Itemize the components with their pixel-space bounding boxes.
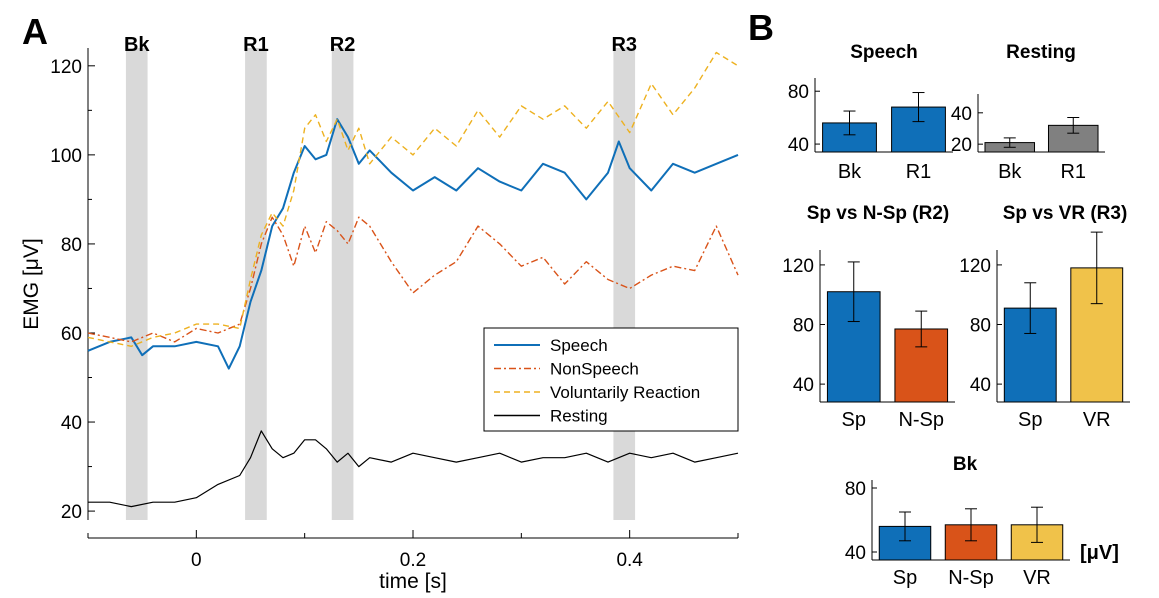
window-label-bk: Bk bbox=[124, 34, 150, 56]
window-shade-r3 bbox=[613, 48, 636, 520]
bar-chart-b-resting: Resting 20 40 Bk R1 bbox=[951, 42, 1105, 183]
legend-label: Voluntarily Reaction bbox=[550, 383, 700, 402]
bar-chart-title: Bk bbox=[953, 454, 978, 475]
bar-category-label: Sp bbox=[1018, 409, 1042, 431]
legend-label: Resting bbox=[550, 407, 608, 426]
bar-y-tick-label: 80 bbox=[845, 479, 866, 500]
x-tick-label: 0.2 bbox=[400, 550, 426, 571]
series-line-resting bbox=[88, 430, 739, 508]
y-tick-label: 120 bbox=[50, 57, 82, 78]
bar-category-label: N-Sp bbox=[948, 567, 994, 589]
bar-chart-b-speech: Speech 40 80 Bk R1 bbox=[788, 42, 953, 183]
window-shade-r2 bbox=[331, 48, 354, 520]
bar-chart-b-r3: Sp vs VR (R3) 40 80 120 Sp VR bbox=[959, 203, 1130, 431]
y-axis-title: EMG [μV] bbox=[20, 238, 43, 329]
bar-y-tick-label: 40 bbox=[845, 543, 866, 564]
bar-chart-title: Speech bbox=[850, 42, 918, 63]
bar-charts-panel: Speech 40 80 Bk R1 Resting 20 40 Bk R1 Sp vs N-Sp … bbox=[782, 42, 1130, 589]
unit-label: [μV] bbox=[1080, 542, 1119, 564]
bar-r1 bbox=[1047, 124, 1099, 153]
bar-y-tick-label: 80 bbox=[970, 316, 991, 337]
panel-label-a: A bbox=[22, 11, 48, 52]
bar-chart-title: Sp vs N-Sp (R2) bbox=[807, 203, 950, 224]
bar-category-label: Bk bbox=[838, 161, 862, 183]
series-line-voluntarily-reaction bbox=[87, 51, 739, 347]
bar-category-label: Bk bbox=[998, 161, 1022, 183]
bar-chart-b-r2: Sp vs N-Sp (R2) 40 80 120 Sp N-Sp bbox=[782, 203, 955, 431]
x-axis-title: time [s] bbox=[379, 570, 447, 593]
y-tick-label: 100 bbox=[50, 146, 82, 167]
bar-category-label: VR bbox=[1023, 567, 1051, 589]
bar-category-label: Sp bbox=[893, 567, 917, 589]
bar-y-tick-label: 40 bbox=[788, 135, 809, 156]
y-tick-label: 20 bbox=[61, 502, 82, 523]
window-shade-bk bbox=[125, 48, 148, 520]
series-line-nonspeech bbox=[87, 216, 739, 343]
y-tick-label: 80 bbox=[61, 235, 82, 256]
window-label-r1: R1 bbox=[243, 34, 269, 56]
x-tick-label: 0 bbox=[191, 550, 202, 571]
bar-chart-b-bk: Bk 40 80 Sp N-Sp VR [μV] bbox=[845, 454, 1119, 589]
bar-chart-title: Sp vs VR (R3) bbox=[1003, 203, 1128, 224]
bar-category-label: R1 bbox=[1060, 161, 1086, 183]
bar-y-tick-label: 120 bbox=[782, 256, 814, 277]
bar-y-tick-label: 120 bbox=[959, 256, 991, 277]
x-tick-label: 0.4 bbox=[616, 550, 643, 571]
bar-y-tick-label: 40 bbox=[793, 375, 814, 396]
legend-label: NonSpeech bbox=[550, 360, 639, 379]
bar-category-label: Sp bbox=[842, 409, 866, 431]
panel-label-b: B bbox=[748, 7, 774, 48]
bar-y-tick-label: 80 bbox=[788, 82, 809, 103]
bar-category-label: VR bbox=[1083, 409, 1111, 431]
bar-y-tick-label: 20 bbox=[951, 135, 972, 156]
bar-category-label: R1 bbox=[906, 161, 932, 183]
time-course-chart: Bk R1 R2 R3 20 40 60 80 100 120 EMG [μV] 0 0.2 0.4 tim… bbox=[20, 34, 739, 593]
bar-y-tick-label: 40 bbox=[970, 375, 991, 396]
series-line-speech bbox=[87, 118, 739, 370]
window-label-r2: R2 bbox=[330, 34, 356, 56]
bar-y-tick-label: 40 bbox=[951, 104, 972, 125]
bar-y-tick-label: 80 bbox=[793, 316, 814, 337]
y-tick-label: 60 bbox=[61, 324, 82, 345]
window-label-r3: R3 bbox=[611, 34, 637, 56]
legend-label: Speech bbox=[550, 336, 608, 355]
bar-category-label: N-Sp bbox=[898, 409, 944, 431]
bar-chart-title: Resting bbox=[1006, 42, 1076, 63]
y-tick-label: 40 bbox=[61, 413, 82, 434]
